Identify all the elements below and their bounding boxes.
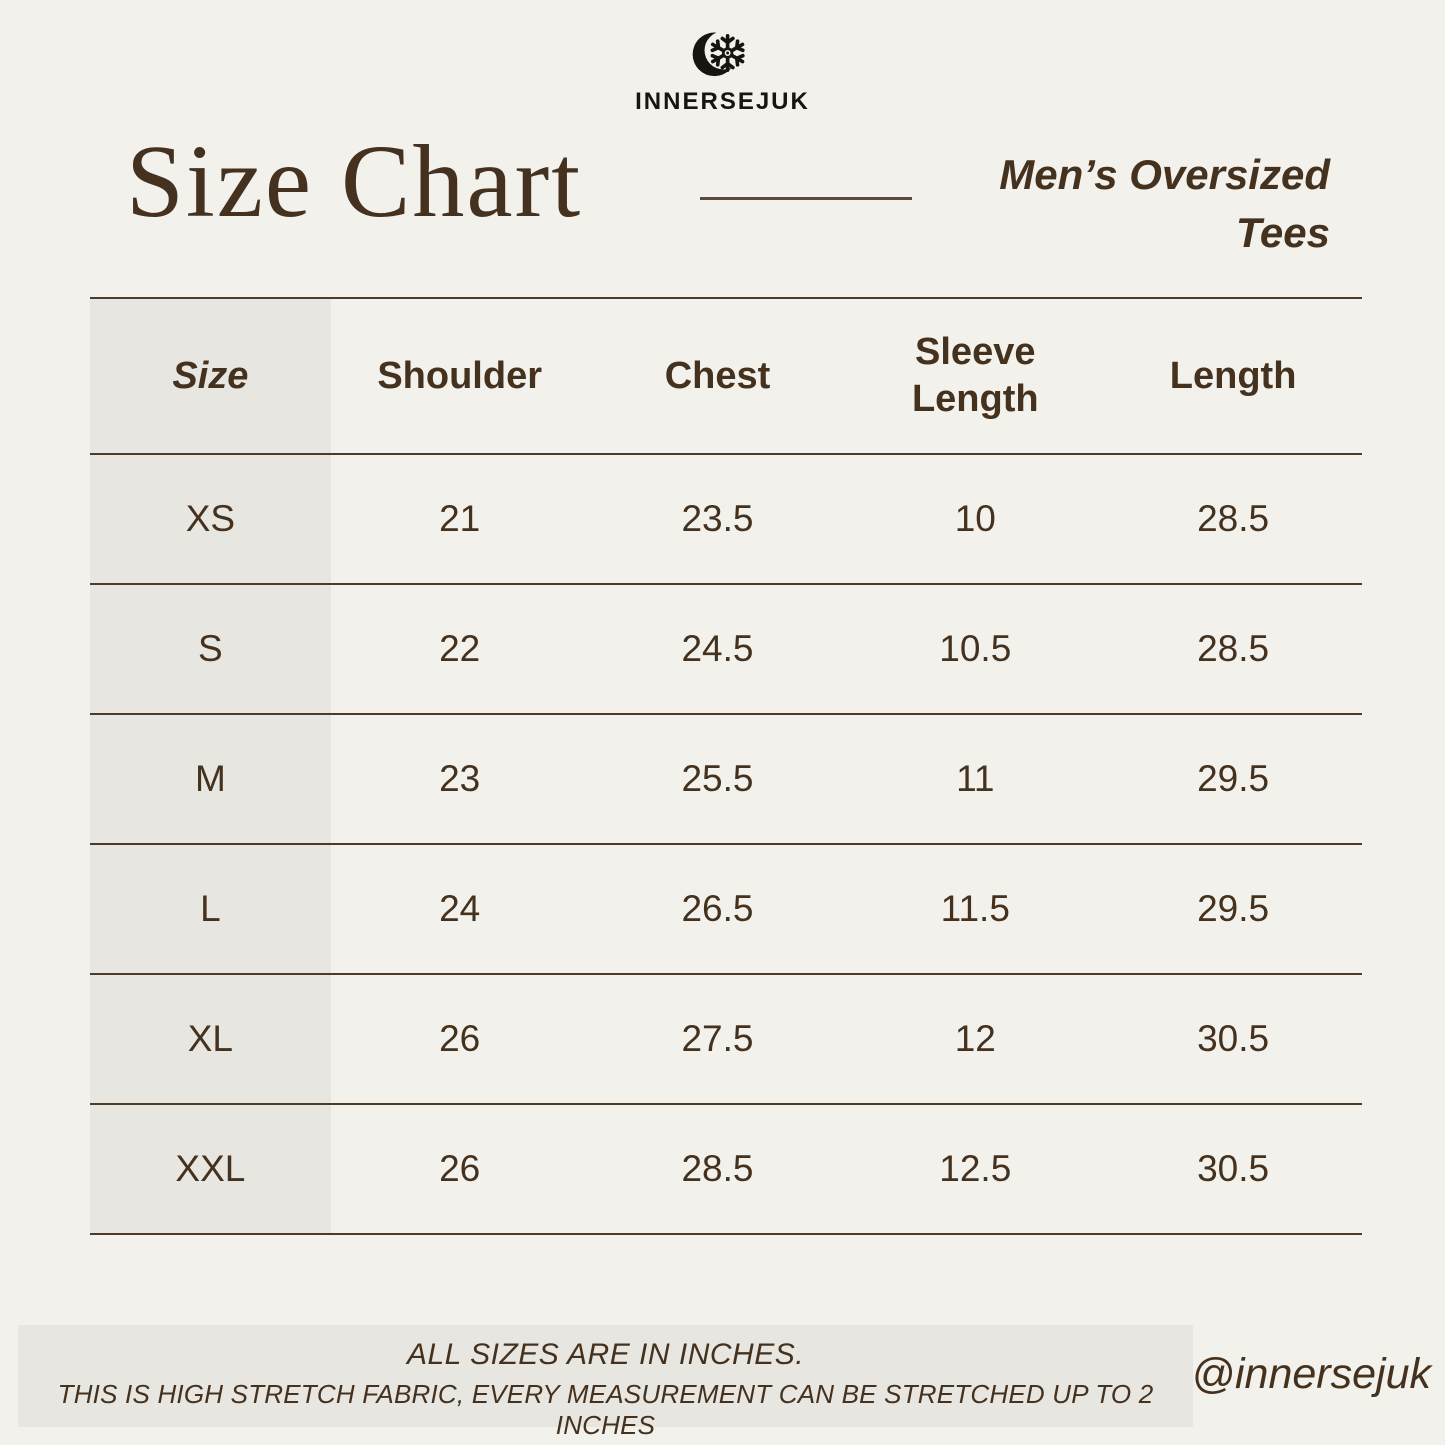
note-sizes-in-inches: ALL SIZES ARE IN INCHES. xyxy=(406,1338,805,1371)
brand-header: INNERSEJUK xyxy=(0,20,1445,116)
product-line1: Men’s Oversized xyxy=(999,151,1330,198)
cell-shoulder: 22 xyxy=(330,584,589,715)
table-row-xs: XS 21 23.5 10 28.5 xyxy=(90,454,1362,585)
cell-size: M xyxy=(90,714,331,845)
cell-shoulder: 26 xyxy=(439,1148,481,1189)
cell-chest: 25.5 xyxy=(588,714,847,845)
cell-length: 28.5 xyxy=(1104,454,1362,585)
cell-sleeve-length: 10.5 xyxy=(846,584,1105,715)
cell-chest: 24.5 xyxy=(588,584,847,715)
cell-shoulder: 21 xyxy=(330,454,589,585)
cell-length: 29.5 xyxy=(1104,714,1362,845)
cell-chest: 27.5 xyxy=(588,974,847,1105)
column-header-shoulder: Shoulder xyxy=(330,298,589,455)
social-handle: @innersejuk xyxy=(1191,1350,1431,1398)
column-header-size: Size xyxy=(90,298,331,455)
cell-size: XL xyxy=(90,974,331,1105)
cell-shoulder: 23 xyxy=(330,714,589,845)
title-divider xyxy=(700,197,912,200)
cell-size: L xyxy=(90,844,331,975)
crescent-snowflake-logo-icon xyxy=(692,31,747,77)
product-category: Men’s Oversized Tees xyxy=(999,146,1330,262)
cell-sleeve-length: 11.5 xyxy=(846,844,1105,975)
cell-length: 30.5 xyxy=(1104,974,1362,1105)
cell-shoulder: 24 xyxy=(330,844,589,975)
cell-length: 30.5 xyxy=(1197,1148,1270,1189)
column-header-length: Length xyxy=(1104,298,1362,455)
cell-length: 29.5 xyxy=(1104,844,1362,975)
column-header-sleeve-length: Sleeve Length xyxy=(846,298,1105,455)
cell-chest: 28.5 xyxy=(681,1148,754,1189)
footer-note-panel: ALL SIZES ARE IN INCHES. THIS IS HIGH ST… xyxy=(18,1325,1193,1440)
cell-sleeve-length: 11 xyxy=(846,714,1105,845)
column-header-chest: Chest xyxy=(588,298,847,455)
cell-size: S xyxy=(90,584,331,715)
table-row-xl: XL 26 27.5 12 30.5 xyxy=(90,974,1362,1105)
note-stretch-fabric: THIS IS HIGH STRETCH FABRIC, EVERY MEASU… xyxy=(57,1379,1154,1440)
table-row-xxl: XXL 26 28.5 12.5 30.5 xyxy=(90,1104,1362,1234)
size-table: Size Shoulder Chest Sleeve Length Length… xyxy=(90,297,1362,1235)
cell-chest: 23.5 xyxy=(588,454,847,585)
cell-size: XS xyxy=(90,454,331,585)
product-line2: Tees xyxy=(1235,208,1330,256)
cell-sleeve-length: 12 xyxy=(846,974,1105,1105)
cell-shoulder: 26 xyxy=(330,974,589,1105)
table-header-row: Size Shoulder Chest Sleeve Length Length xyxy=(90,298,1362,455)
cell-size: XXL xyxy=(90,1104,331,1234)
cell-chest: 26.5 xyxy=(588,844,847,975)
cell-sleeve-length: 12.5 xyxy=(939,1148,1012,1189)
table-row-s: S 22 24.5 10.5 28.5 xyxy=(90,584,1362,715)
table-row-l: L 24 26.5 11.5 29.5 xyxy=(90,844,1362,975)
cell-sleeve-length: 10 xyxy=(846,454,1105,585)
table-row-m: M 23 25.5 11 29.5 xyxy=(90,714,1362,845)
cell-length: 28.5 xyxy=(1104,584,1362,715)
brand-name: INNERSEJUK xyxy=(635,88,810,115)
page-title: Size Chart xyxy=(126,124,583,239)
